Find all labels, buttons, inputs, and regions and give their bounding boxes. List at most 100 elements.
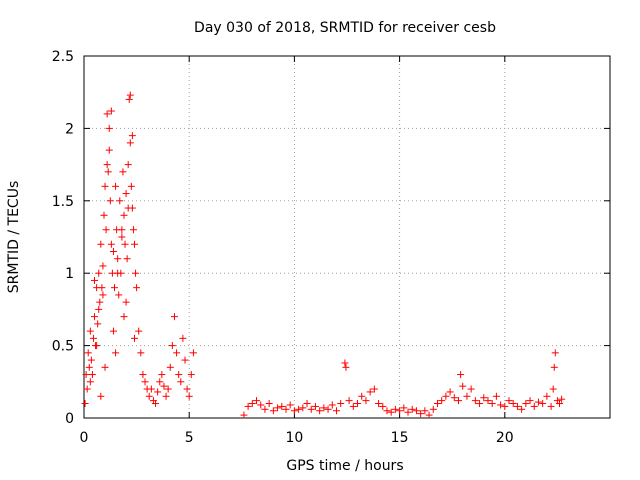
data-point	[269, 407, 277, 415]
data-point	[128, 132, 136, 140]
data-point	[463, 392, 471, 400]
data-point	[104, 168, 112, 176]
data-point	[124, 161, 132, 169]
data-point	[539, 400, 547, 408]
data-point	[88, 371, 96, 379]
data-point	[135, 327, 143, 335]
data-point	[328, 401, 336, 409]
x-tick-label: 5	[185, 430, 194, 446]
y-tick-label: 2.5	[52, 49, 74, 65]
data-point	[126, 91, 134, 99]
data-point	[341, 359, 349, 367]
data-point	[168, 342, 176, 350]
grid-lines	[84, 56, 610, 418]
data-point	[158, 371, 166, 379]
data-point	[185, 392, 193, 400]
data-point	[543, 392, 551, 400]
data-point	[162, 392, 170, 400]
data-point	[187, 371, 195, 379]
data-point	[100, 211, 108, 219]
data-point	[261, 405, 269, 413]
data-point	[446, 388, 454, 396]
data-point	[164, 385, 172, 393]
data-point	[91, 313, 99, 321]
data-point	[97, 240, 105, 248]
data-point	[547, 402, 555, 410]
data-point	[145, 392, 153, 400]
data-point	[391, 405, 399, 413]
data-point	[290, 407, 298, 415]
data-point	[119, 168, 127, 176]
data-point	[130, 240, 138, 248]
data-point	[160, 382, 168, 390]
data-point	[534, 398, 542, 406]
data-point	[102, 226, 110, 234]
data-point	[408, 405, 416, 413]
data-point	[122, 298, 130, 306]
data-point	[83, 385, 91, 393]
data-point	[156, 378, 164, 386]
data-point	[492, 392, 500, 400]
data-point	[375, 400, 383, 408]
data-point	[526, 397, 534, 405]
data-point	[400, 404, 408, 412]
data-point	[94, 320, 102, 328]
data-point	[126, 139, 134, 147]
data-point	[95, 305, 103, 313]
data-point	[137, 349, 145, 357]
x-tick-label: 0	[80, 430, 89, 446]
tick-labels: 0 5 10 15 20 0 0.5 1 1.5 2 2.5	[52, 49, 514, 446]
data-point	[295, 405, 303, 413]
data-point	[324, 405, 332, 413]
data-point	[133, 284, 141, 292]
data-point	[99, 291, 107, 299]
data-point	[106, 197, 114, 205]
data-point	[471, 397, 479, 405]
data-point	[103, 161, 111, 169]
data-point	[379, 402, 387, 410]
data-point	[101, 363, 109, 371]
data-point	[84, 349, 92, 357]
data-point	[114, 255, 122, 263]
data-point	[354, 400, 362, 408]
data-point	[107, 240, 115, 248]
data-point	[105, 146, 113, 154]
data-point	[81, 400, 89, 408]
data-point	[265, 400, 273, 408]
data-point	[421, 407, 429, 415]
data-point	[337, 400, 345, 408]
data-point	[513, 402, 521, 410]
data-point	[549, 385, 557, 393]
data-point	[278, 402, 286, 410]
data-point	[86, 327, 94, 335]
data-point	[366, 388, 374, 396]
data-point	[497, 401, 505, 409]
data-point	[139, 371, 147, 379]
data-point	[82, 371, 90, 379]
data-point	[412, 407, 420, 415]
data-point	[518, 405, 526, 413]
data-point	[91, 276, 99, 284]
x-tick-label: 10	[285, 430, 303, 446]
data-point	[127, 182, 135, 190]
data-point	[177, 378, 185, 386]
data-point	[488, 400, 496, 408]
data-point	[103, 110, 111, 118]
data-point	[120, 211, 128, 219]
data-point	[179, 334, 187, 342]
data-point	[316, 407, 324, 415]
data-point	[530, 402, 538, 410]
data-point	[274, 404, 282, 412]
data-point	[417, 410, 425, 418]
data-point	[438, 397, 446, 405]
data-point	[362, 397, 370, 405]
data-point	[154, 388, 162, 396]
data-point	[130, 334, 138, 342]
y-tick-label: 1	[65, 266, 74, 282]
data-point	[166, 363, 174, 371]
y-tick-label: 0	[65, 411, 74, 427]
y-tick-label: 0.5	[52, 339, 74, 355]
data-point	[299, 404, 307, 412]
data-point	[173, 349, 181, 357]
